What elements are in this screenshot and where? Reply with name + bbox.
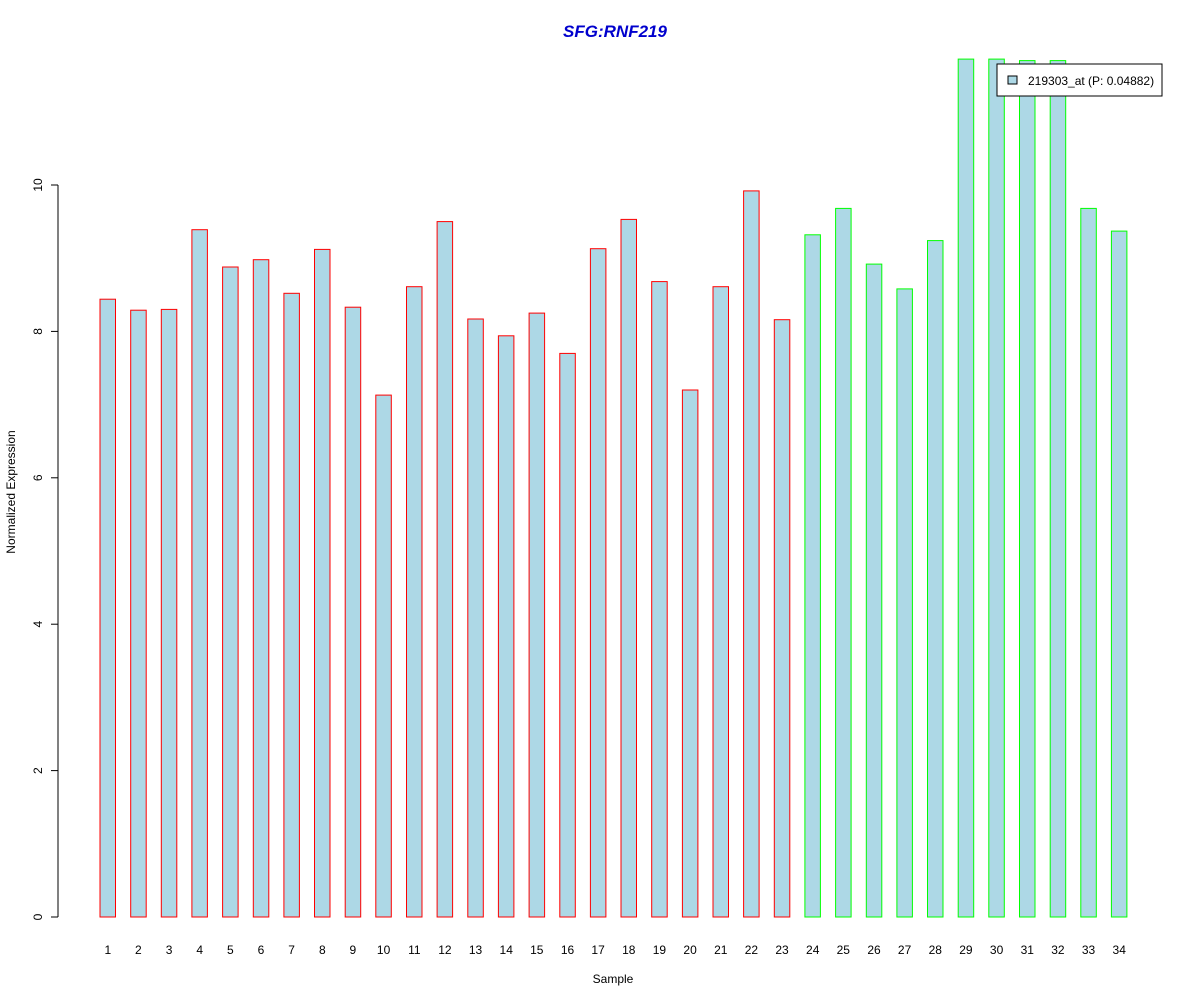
bar-sample-14 <box>497 335 515 918</box>
bar-sample-27 <box>896 288 913 918</box>
y-tick-label: 0 <box>31 913 45 920</box>
x-tick-label: 31 <box>1021 943 1035 957</box>
bar-sample-5 <box>222 266 239 918</box>
x-tick-label: 9 <box>350 943 357 957</box>
x-tick-label: 5 <box>227 943 234 957</box>
x-tick-label: 16 <box>561 943 575 957</box>
y-tick-label: 6 <box>31 474 45 481</box>
bar-sample-19 <box>651 281 668 918</box>
x-tick-label: 29 <box>959 943 973 957</box>
x-tick-label: 8 <box>319 943 326 957</box>
x-tick-label: 12 <box>438 943 452 957</box>
bar-sample-15 <box>528 312 546 918</box>
x-tick-label: 27 <box>898 943 912 957</box>
x-tick-label: 1 <box>104 943 111 957</box>
y-tick-label: 8 <box>31 328 45 335</box>
y-axis-label: Normalized Expression <box>4 430 18 553</box>
bar-sample-34 <box>1110 230 1128 918</box>
x-tick-label: 6 <box>258 943 265 957</box>
bar-sample-8 <box>314 248 331 918</box>
bar-sample-33 <box>1080 207 1097 918</box>
bar-sample-22 <box>743 190 760 918</box>
x-tick-label: 30 <box>990 943 1004 957</box>
bar-sample-28 <box>927 240 944 918</box>
legend: 219303_at (P: 0.04882) <box>996 63 1163 97</box>
bar-sample-31 <box>1019 60 1036 918</box>
x-axis-label: Sample <box>593 972 634 986</box>
bar-sample-4 <box>191 229 208 918</box>
y-tick-label: 4 <box>31 621 45 628</box>
x-tick-label: 20 <box>683 943 697 957</box>
x-tick-label: 14 <box>500 943 514 957</box>
x-tick-labels: 1 2 3 4 5 6 7 8 9 10 11 12 13 14 15 16 17 18 19 20 21 22 23 24 2… <box>104 943 1126 957</box>
x-tick-label: 19 <box>653 943 667 957</box>
x-tick-label: 15 <box>530 943 544 957</box>
x-tick-label: 25 <box>837 943 851 957</box>
legend-box <box>996 63 1163 97</box>
bar-sample-17 <box>589 248 607 918</box>
bar-sample-2 <box>130 309 147 918</box>
bar-sample-18 <box>620 218 637 918</box>
y-tick-label: 2 <box>31 767 45 774</box>
x-tick-label: 3 <box>166 943 173 957</box>
x-tick-label: 7 <box>288 943 295 957</box>
x-tick-label: 13 <box>469 943 483 957</box>
x-tick-label: 23 <box>775 943 789 957</box>
bar-sample-16 <box>559 352 576 918</box>
y-axis: 0 2 4 6 8 10 <box>31 178 59 920</box>
x-tick-label: 17 <box>591 943 605 957</box>
bar-sample-24 <box>804 234 821 918</box>
bar-sample-26 <box>865 263 883 918</box>
bar-sample-7 <box>283 292 300 918</box>
bar-sample-9 <box>344 306 362 918</box>
x-tick-label: 2 <box>135 943 142 957</box>
x-tick-label: 4 <box>196 943 203 957</box>
bar-sample-13 <box>467 318 484 918</box>
bar-sample-21 <box>712 286 729 918</box>
chart-title: SFG:RNF219 <box>563 22 667 41</box>
x-tick-label: 26 <box>867 943 881 957</box>
bar-sample-29 <box>957 58 975 918</box>
bar-sample-6 <box>252 259 270 918</box>
bar-sample-3 <box>160 308 178 918</box>
bar-sample-30 <box>988 58 1005 918</box>
y-tick-label: 10 <box>31 178 45 192</box>
x-tick-label: 22 <box>745 943 759 957</box>
x-tick-label: 34 <box>1113 943 1127 957</box>
bar-sample-10 <box>375 394 392 918</box>
legend-entry-label: 219303_at (P: 0.04882) <box>1028 74 1154 88</box>
bar-sample-11 <box>406 286 423 918</box>
bar-sample-12 <box>436 221 454 918</box>
bar-sample-1 <box>99 298 116 918</box>
x-tick-label: 11 <box>408 943 421 957</box>
bar-sample-23 <box>773 319 791 918</box>
x-tick-label: 18 <box>622 943 636 957</box>
bar-sample-25 <box>835 207 852 918</box>
x-tick-label: 21 <box>714 943 728 957</box>
x-tick-label: 33 <box>1082 943 1096 957</box>
legend-swatch <box>1007 75 1018 85</box>
x-tick-label: 32 <box>1051 943 1065 957</box>
x-tick-label: 10 <box>377 943 391 957</box>
x-tick-label: 28 <box>929 943 943 957</box>
bar-sample-20 <box>681 389 699 918</box>
x-tick-label: 24 <box>806 943 820 957</box>
bars-group <box>99 58 1128 918</box>
bar-sample-32 <box>1049 60 1067 918</box>
